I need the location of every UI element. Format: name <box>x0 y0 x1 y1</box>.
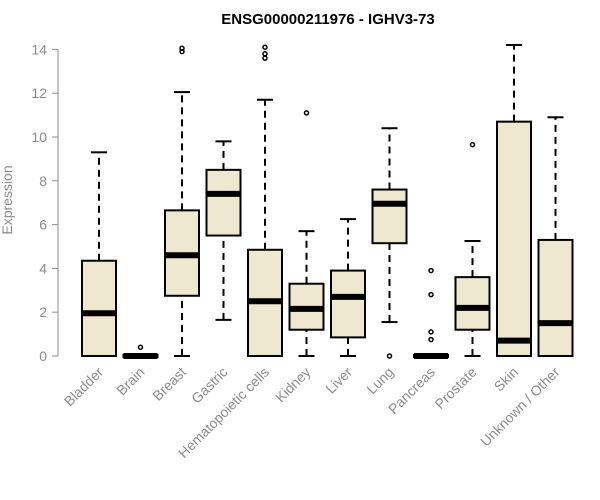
outlier-point <box>262 55 268 61</box>
category-label: Liver <box>322 364 355 397</box>
box-3 <box>205 140 242 321</box>
box-body <box>81 259 117 358</box>
outlier-point <box>428 336 434 343</box>
outlier-point <box>262 44 268 50</box>
box-body <box>496 120 532 358</box>
box-body <box>537 238 574 357</box>
outlier-point <box>303 110 310 116</box>
y-tick-label: 8 <box>39 173 47 189</box>
box-9 <box>454 141 491 357</box>
category-label: Lung <box>363 364 396 397</box>
category-label: Brain <box>113 364 147 398</box>
category-label: Bladder <box>61 364 107 410</box>
category-label: Breast <box>149 364 189 404</box>
y-axis: 0 2 4 6 8 10 12 14 <box>31 41 59 364</box>
outlier-point <box>469 141 476 148</box>
box-body <box>205 168 242 237</box>
chart-title: ENSG00000211976 - IGHV3-73 <box>221 11 434 28</box>
outlier-point <box>262 51 268 57</box>
box-2 <box>164 45 200 357</box>
y-axis-label: Expression <box>0 165 15 234</box>
category-label: Prostate <box>431 364 479 412</box>
box-5 <box>288 110 325 357</box>
box-4 <box>247 44 283 357</box>
box-series <box>81 44 574 359</box>
y-tick-label: 12 <box>31 85 47 101</box>
box-6 <box>330 218 366 357</box>
box-1 <box>122 344 159 359</box>
category-label: Kidney <box>272 364 314 406</box>
outlier-point <box>137 344 144 350</box>
y-tick-label: 2 <box>39 304 47 320</box>
box-8 <box>413 267 449 359</box>
box-body <box>330 269 366 339</box>
outlier-point <box>428 291 434 298</box>
y-tick-label: 6 <box>39 217 47 233</box>
box-7 <box>371 127 408 359</box>
box-10 <box>496 44 532 358</box>
y-tick-label: 4 <box>39 260 47 276</box>
outlier-point <box>428 267 434 274</box>
y-tick-label: 0 <box>39 348 47 364</box>
box-0 <box>81 151 117 358</box>
box-body <box>454 276 491 331</box>
y-tick-label: 14 <box>31 41 47 57</box>
y-tick-label: 10 <box>31 129 47 145</box>
outlier-point <box>428 329 434 335</box>
box-body <box>371 188 408 245</box>
outlier-point <box>179 45 185 52</box>
category-label: Skin <box>491 364 522 395</box>
category-label: Unknown / Other <box>477 364 563 450</box>
box-11 <box>537 116 574 357</box>
outlier-point <box>386 353 393 359</box>
